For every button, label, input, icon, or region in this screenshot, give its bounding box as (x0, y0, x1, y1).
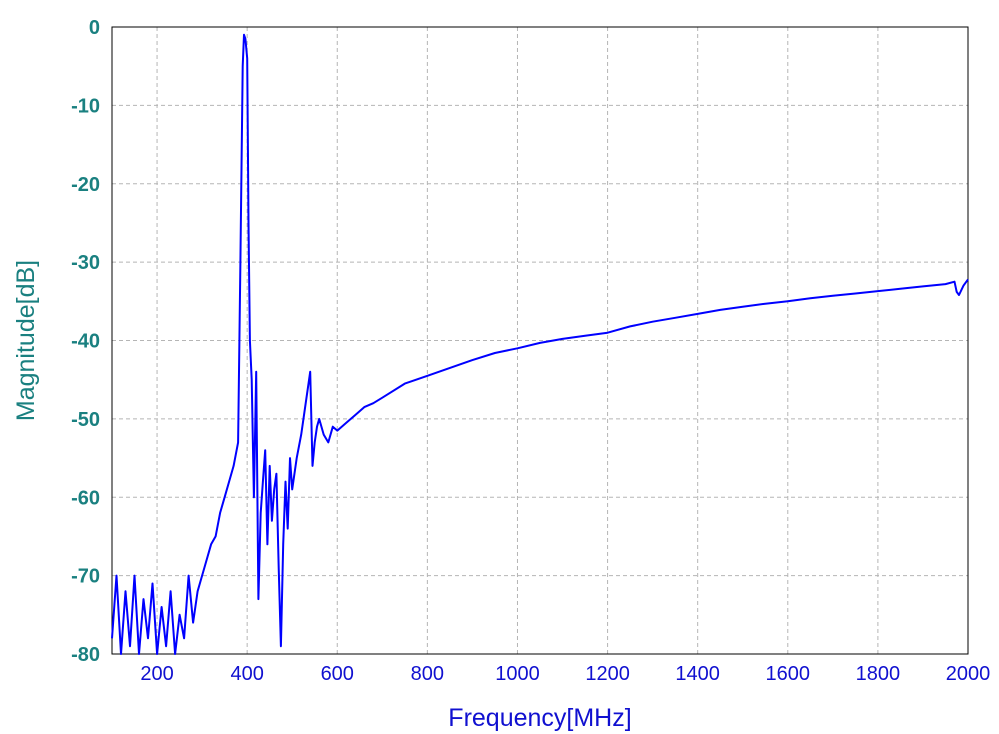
y-tick-label: -70 (71, 566, 100, 588)
x-tick-label: 1200 (585, 663, 630, 685)
series-line (111, 33, 969, 655)
y-tick-label: -80 (71, 644, 100, 666)
y-tick-label: -30 (71, 252, 100, 274)
y-axis-label: Magnitude[dB] (12, 260, 40, 421)
x-tick-label: 1600 (766, 663, 811, 685)
x-tick-label: 1000 (495, 663, 540, 685)
grid (112, 27, 968, 654)
x-axis-label: Frequency[MHz] (448, 704, 631, 732)
y-tick-label: 0 (89, 17, 100, 39)
x-tick-label: 400 (230, 663, 263, 685)
x-tick-label: 800 (411, 663, 444, 685)
y-tick-label: -10 (71, 95, 100, 117)
y-tick-label: -50 (71, 409, 100, 431)
plot-frame (111, 26, 969, 655)
x-tick-label: 600 (321, 663, 354, 685)
x-tick-label: 1400 (675, 663, 720, 685)
y-tick-label: -40 (71, 331, 100, 353)
x-tick-label: 2000 (946, 663, 991, 685)
x-tick-label: 200 (140, 663, 173, 685)
y-tick-labels: 0 -10 -20 -30 -40 -50 -60 -70 -80 (71, 17, 100, 666)
x-tick-labels: 200 400 600 800 1000 1200 1400 1600 1800 2000 (140, 663, 990, 685)
y-tick-label: -20 (71, 174, 100, 196)
x-tick-label: 1800 (856, 663, 901, 685)
y-tick-label: -60 (71, 487, 100, 509)
